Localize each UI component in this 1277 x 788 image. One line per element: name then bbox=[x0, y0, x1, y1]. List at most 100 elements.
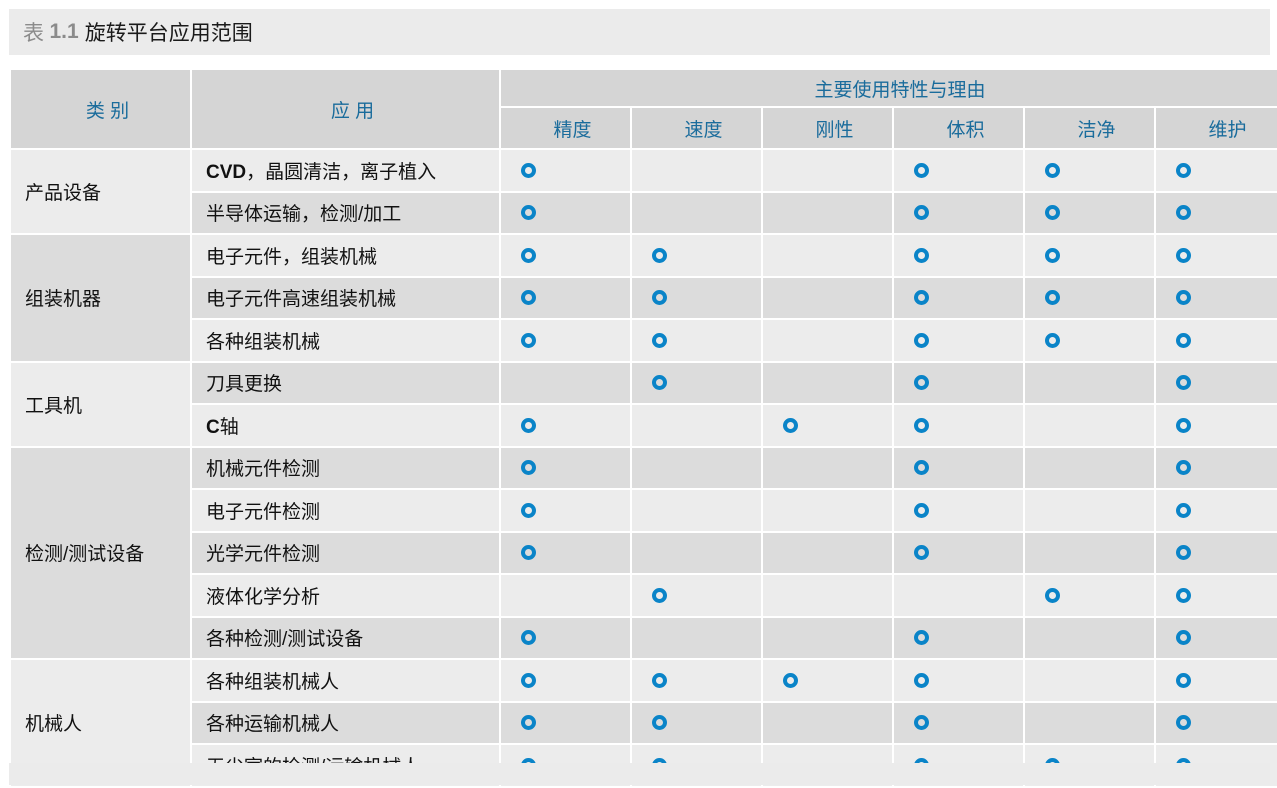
metric-cell-rigidity bbox=[763, 490, 892, 531]
check-circle-icon bbox=[652, 587, 667, 603]
check-circle-icon bbox=[914, 502, 929, 518]
metric-cell-maintenance bbox=[1156, 702, 1277, 743]
table-row: 电子元件检测 bbox=[11, 490, 1277, 531]
metric-cell-speed bbox=[632, 660, 761, 701]
metric-cell-volume bbox=[894, 235, 1023, 276]
check-circle-icon bbox=[1176, 502, 1191, 518]
metric-cell-rigidity bbox=[763, 702, 892, 743]
metric-cell-cleanliness bbox=[1025, 405, 1154, 446]
table-row: 产品设备 CVD，晶圆清洁，离子植入 bbox=[11, 150, 1277, 233]
check-circle-icon bbox=[914, 672, 929, 688]
metric-cell-precision bbox=[501, 575, 630, 616]
empty-marker bbox=[783, 163, 798, 178]
metric-cell-rigidity bbox=[763, 320, 892, 361]
header-row-sub: 精度 速度 刚性 体积 洁净 维护 bbox=[11, 108, 1277, 148]
metric-cell-precision bbox=[501, 617, 630, 658]
check-circle-icon bbox=[1045, 332, 1060, 348]
metric-cell-volume bbox=[894, 150, 1023, 191]
application-cell: 液体化学分析 bbox=[192, 575, 499, 616]
check-circle-icon bbox=[521, 545, 536, 561]
empty-marker bbox=[1045, 673, 1060, 688]
empty-marker bbox=[652, 503, 667, 518]
metric-cell-speed bbox=[632, 320, 761, 361]
table-head: 类 别 应 用 主要使用特性与理由 精度 速度 刚性 体积 洁净 维护 bbox=[11, 70, 1277, 148]
category-cell: 工具机 bbox=[11, 362, 190, 446]
metric-cell-rigidity bbox=[763, 192, 892, 233]
table-row: 电子元件高速组装机械 bbox=[11, 277, 1277, 318]
check-circle-icon bbox=[521, 630, 536, 646]
check-circle-icon bbox=[1045, 162, 1060, 178]
metric-cell-precision bbox=[501, 277, 630, 318]
application-range-table: 类 别 应 用 主要使用特性与理由 精度 速度 刚性 体积 洁净 维护 产品设备… bbox=[9, 68, 1277, 788]
metric-cell-cleanliness bbox=[1025, 235, 1154, 276]
metric-cell-maintenance bbox=[1156, 150, 1277, 191]
empty-marker bbox=[1045, 418, 1060, 433]
metric-cell-volume bbox=[894, 660, 1023, 701]
metric-cell-speed bbox=[632, 617, 761, 658]
table-row: 液体化学分析 bbox=[11, 575, 1277, 616]
empty-marker bbox=[783, 290, 798, 305]
check-circle-icon bbox=[914, 162, 929, 178]
metric-cell-volume bbox=[894, 277, 1023, 318]
check-circle-icon bbox=[521, 247, 536, 263]
metric-cell-precision bbox=[501, 702, 630, 743]
empty-marker bbox=[652, 630, 667, 645]
table-footer-strip bbox=[9, 763, 1270, 785]
check-circle-icon bbox=[914, 460, 929, 476]
metric-cell-volume bbox=[894, 490, 1023, 531]
empty-marker bbox=[652, 418, 667, 433]
header-metric-maintenance: 维护 bbox=[1156, 108, 1277, 148]
check-circle-icon bbox=[914, 247, 929, 263]
metric-cell-maintenance bbox=[1156, 277, 1277, 318]
metric-cell-speed bbox=[632, 532, 761, 573]
metric-cell-maintenance bbox=[1156, 235, 1277, 276]
application-cell: 各种检测/测试设备 bbox=[192, 617, 499, 658]
metric-cell-precision bbox=[501, 362, 630, 403]
empty-marker bbox=[1045, 630, 1060, 645]
metric-cell-rigidity bbox=[763, 150, 892, 191]
empty-marker bbox=[783, 460, 798, 475]
metric-cell-precision bbox=[501, 150, 630, 191]
metric-cell-speed bbox=[632, 447, 761, 488]
check-circle-icon bbox=[1176, 162, 1191, 178]
check-circle-icon bbox=[652, 247, 667, 263]
check-circle-icon bbox=[914, 545, 929, 561]
metric-cell-rigidity bbox=[763, 447, 892, 488]
empty-marker bbox=[783, 588, 798, 603]
metric-cell-cleanliness bbox=[1025, 320, 1154, 361]
metric-cell-cleanliness bbox=[1025, 617, 1154, 658]
check-circle-icon bbox=[914, 417, 929, 433]
check-circle-icon bbox=[652, 672, 667, 688]
check-circle-icon bbox=[652, 715, 667, 731]
metric-cell-cleanliness bbox=[1025, 532, 1154, 573]
metric-cell-maintenance bbox=[1156, 575, 1277, 616]
check-circle-icon bbox=[1045, 587, 1060, 603]
caption-title: 旋转平台应用范围 bbox=[84, 22, 253, 45]
metric-cell-cleanliness bbox=[1025, 277, 1154, 318]
check-circle-icon bbox=[1176, 630, 1191, 646]
application-cell: C轴 bbox=[192, 405, 499, 446]
metric-cell-maintenance bbox=[1156, 532, 1277, 573]
empty-marker bbox=[652, 460, 667, 475]
empty-marker bbox=[783, 333, 798, 348]
metric-cell-volume bbox=[894, 575, 1023, 616]
check-circle-icon bbox=[521, 672, 536, 688]
header-metric-speed: 速度 bbox=[632, 108, 761, 148]
check-circle-icon bbox=[652, 290, 667, 306]
empty-marker bbox=[652, 163, 667, 178]
metric-cell-maintenance bbox=[1156, 660, 1277, 701]
check-circle-icon bbox=[1176, 715, 1191, 731]
category-cell: 检测/测试设备 bbox=[11, 447, 190, 658]
metric-cell-volume bbox=[894, 192, 1023, 233]
metric-cell-precision bbox=[501, 405, 630, 446]
metric-cell-maintenance bbox=[1156, 192, 1277, 233]
metric-cell-cleanliness bbox=[1025, 490, 1154, 531]
category-cell: 组装机器 bbox=[11, 235, 190, 361]
metric-cell-rigidity bbox=[763, 617, 892, 658]
metric-cell-speed bbox=[632, 235, 761, 276]
category-cell: 产品设备 bbox=[11, 150, 190, 233]
check-circle-icon bbox=[1176, 290, 1191, 306]
check-circle-icon bbox=[914, 290, 929, 306]
table-row: 工具机 刀具更换 bbox=[11, 362, 1277, 446]
check-circle-icon bbox=[521, 162, 536, 178]
